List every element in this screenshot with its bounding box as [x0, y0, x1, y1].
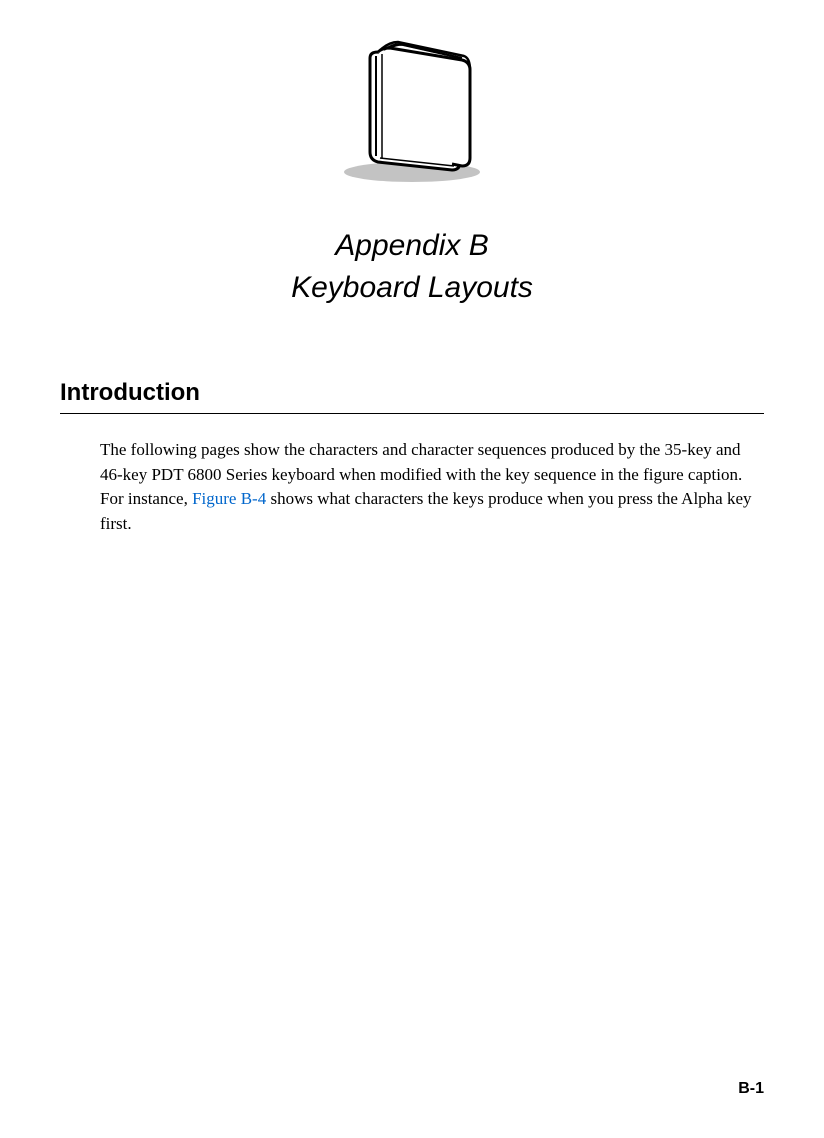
header-icon-container [60, 30, 764, 195]
figure-link[interactable]: Figure B-4 [192, 489, 266, 508]
introduction-paragraph: The following pages show the characters … [100, 438, 759, 537]
appendix-title: Appendix B Keyboard Layouts [60, 225, 764, 309]
page-number: B-1 [738, 1080, 764, 1098]
section-heading-introduction: Introduction [60, 379, 764, 414]
appendix-name: Keyboard Layouts [291, 271, 533, 304]
appendix-label: Appendix B [335, 229, 488, 262]
book-icon [322, 30, 502, 190]
